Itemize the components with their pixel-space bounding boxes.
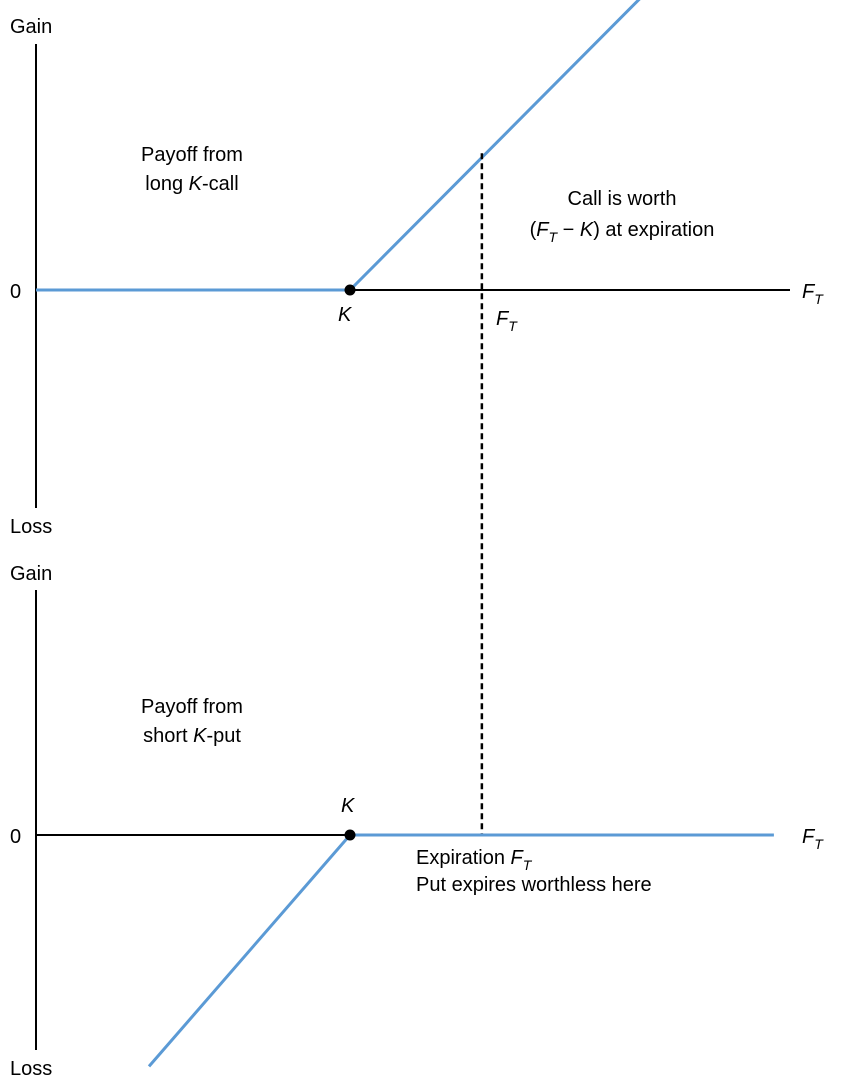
put-callout-line2: Put expires worthless here (416, 874, 652, 896)
put-y-top-label: Gain (10, 563, 52, 585)
call-panel: Gain Loss 0 FT K FT Payoff from long K-c… (10, 0, 824, 835)
call-strike-marker (344, 284, 356, 296)
call-callout-line2: (FT − K) at expiration (530, 219, 715, 245)
put-callout-line1: Expiration FT (416, 847, 533, 873)
call-payoff-line (36, 0, 641, 292)
put-strike-label: K (341, 795, 356, 817)
call-zero-label: 0 (10, 281, 21, 303)
call-y-top-label: Gain (10, 16, 52, 38)
call-strike-label: K (338, 304, 353, 326)
put-annotation-line1: Payoff from (141, 696, 243, 718)
put-y-bottom-label: Loss (10, 1058, 52, 1080)
call-callout-line1: Call is worth (568, 188, 677, 210)
call-annotation-line2: long K-call (145, 173, 238, 195)
put-payoff-line (147, 833, 774, 1068)
call-annotation-line1: Payoff from (141, 144, 243, 166)
call-expiration-marker-label: FT (496, 308, 518, 334)
call-x-axis-label: FT (802, 281, 824, 307)
put-strike-marker (344, 829, 356, 841)
call-y-bottom-label: Loss (10, 516, 52, 538)
put-x-axis-label: FT (802, 826, 824, 852)
put-panel: Gain Loss 0 FT K Payoff from short K-put… (10, 563, 824, 1080)
put-annotation-line2: short K-put (143, 725, 241, 747)
put-zero-label: 0 (10, 826, 21, 848)
